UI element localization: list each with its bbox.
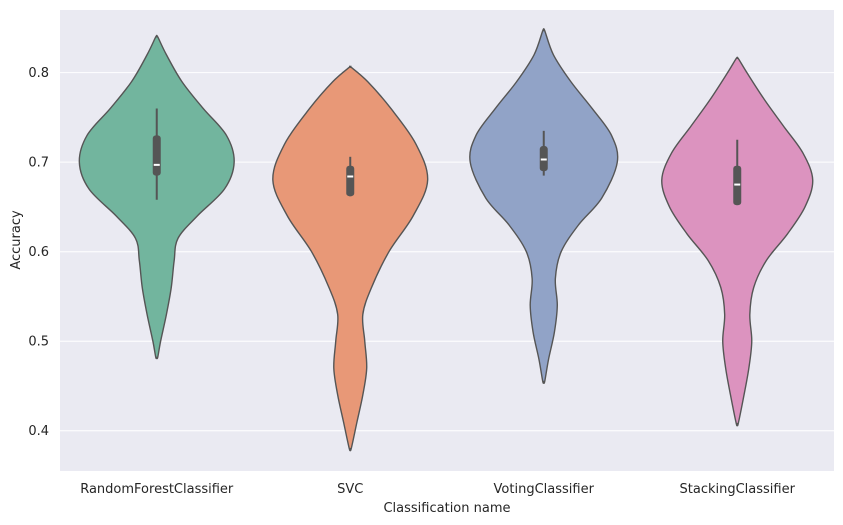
violin-iqr-box: [152, 135, 161, 176]
y-axis-label: Accuracy: [9, 210, 24, 270]
y-tick-label: 0.4: [28, 424, 49, 439]
x-tick-labels: RandomForestClassifier SVC VotingClassifie…: [80, 482, 795, 497]
y-tick-label: 0.5: [28, 335, 49, 350]
x-tick-label: SVC: [337, 482, 363, 497]
y-tick-label: 0.7: [28, 156, 49, 171]
violins: [78, 28, 814, 452]
x-tick-label: VotingClassifier: [494, 482, 595, 497]
violin-body: [661, 56, 814, 427]
x-tick-label: StackingClassifier: [680, 482, 796, 497]
violin-body: [469, 28, 619, 384]
y-tick-labels: 0.4 0.5 0.6 0.7 0.8: [28, 66, 49, 439]
violin-body: [272, 65, 429, 452]
x-axis-label: Classification name: [383, 501, 510, 516]
y-tick-label: 0.6: [28, 245, 49, 260]
violin-iqr-box: [346, 165, 355, 197]
y-tick-label: 0.8: [28, 66, 49, 81]
x-tick-label: RandomForestClassifier: [80, 482, 234, 497]
